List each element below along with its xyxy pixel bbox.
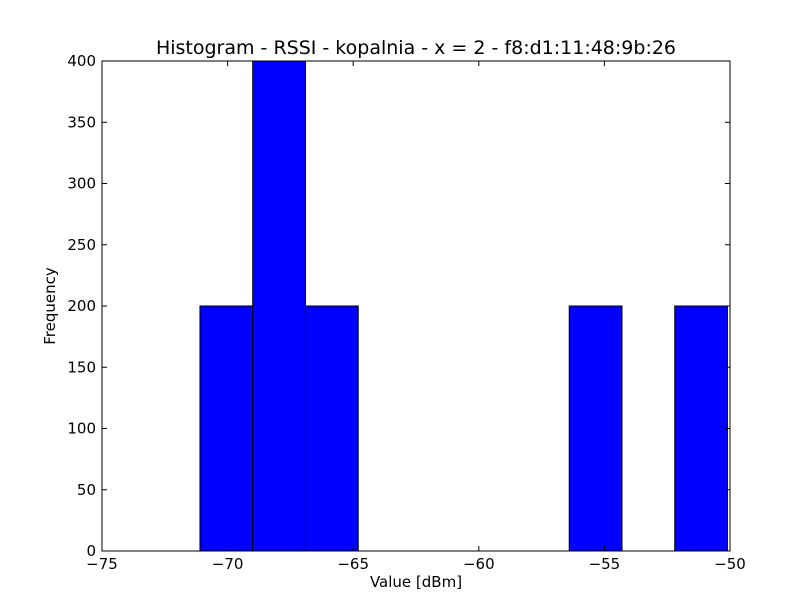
x-tick-label: −70 [212, 555, 244, 573]
y-tick-label: 50 [77, 481, 96, 499]
bars-group [199, 60, 728, 552]
x-tick-label: −60 [463, 555, 495, 573]
y-tick-label: 0 [86, 542, 96, 560]
plot-area-frame [101, 60, 731, 552]
y-tick-label: 150 [67, 358, 96, 376]
x-tick-label: −65 [337, 555, 369, 573]
x-axis-label: Value [dBm] [370, 573, 462, 591]
y-tick-label: 200 [67, 297, 96, 315]
histogram-bar-7 [568, 305, 623, 552]
x-tick-label: −75 [86, 555, 118, 573]
y-tick-label: 100 [67, 420, 96, 438]
y-tick-label: 300 [67, 175, 96, 193]
chart-title: Histogram - RSSI - kopalnia - x = 2 - f8… [156, 37, 676, 59]
histogram-bar-2 [304, 305, 359, 552]
y-tick-label: 250 [67, 236, 96, 254]
y-tick-label: 400 [67, 52, 96, 70]
ticks-group: −75 −70 −65 −60 −55 −50 0 50 100 150 200 250 300 350 4… [67, 52, 745, 573]
x-tick-label: −55 [589, 555, 621, 573]
y-tick-label: 350 [67, 113, 96, 131]
histogram-bar-1 [252, 60, 306, 552]
histogram-bar-0 [199, 305, 254, 552]
x-tick-label: −50 [714, 555, 746, 573]
histogram-bar-9 [674, 305, 728, 552]
y-axis-label: Frequency [41, 267, 59, 345]
